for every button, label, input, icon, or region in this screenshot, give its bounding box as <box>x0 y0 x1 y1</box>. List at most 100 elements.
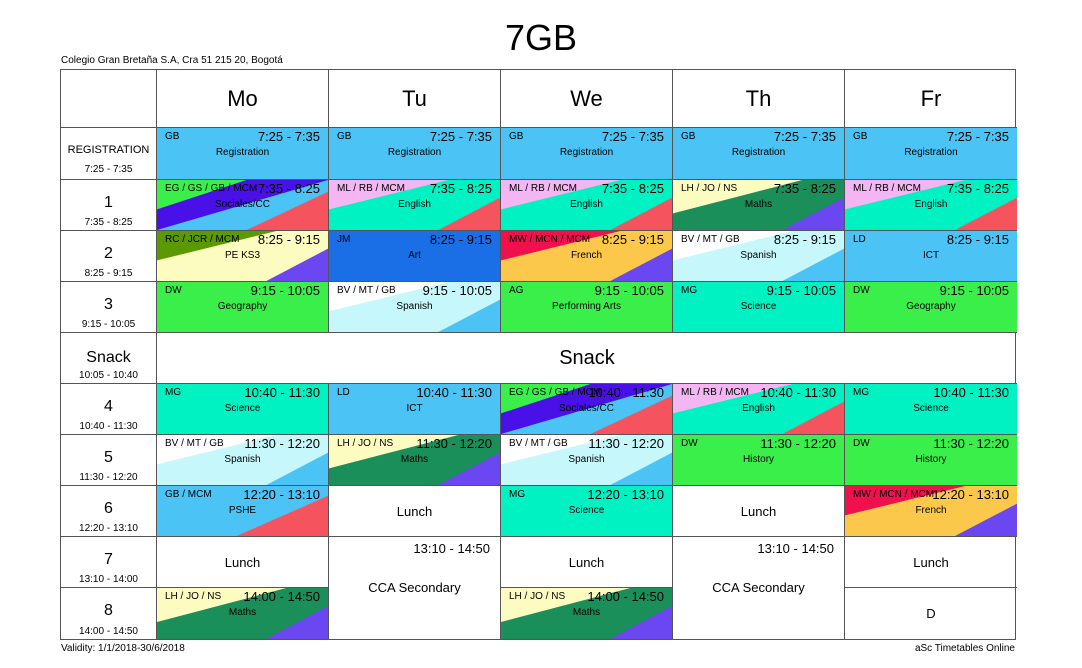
cca-cell[interactable]: 13:10 - 14:50 CCA Secondary <box>329 537 501 639</box>
diagonal-stripes <box>157 588 328 639</box>
lesson-teacher: ML / RB / MCM <box>853 183 921 194</box>
lesson-time: 8:25 - 9:15 <box>429 232 492 247</box>
cca-cell[interactable]: 13:10 - 14:50 CCA Secondary <box>673 537 845 639</box>
lesson-time: 10:40 - 11:30 <box>760 385 836 400</box>
lesson-cell[interactable]: MG 10:40 - 11:30 Science <box>845 384 1017 435</box>
lesson-time: 7:25 - 7:35 <box>257 129 320 144</box>
lesson-cell[interactable]: LH / JO / NS 7:35 - 8:25 Maths <box>673 180 845 231</box>
lesson-cell[interactable]: MG 10:40 - 11:30 Science <box>157 384 329 435</box>
lesson-time: 7:35 - 8:25 <box>601 181 664 196</box>
diagonal-stripes <box>501 435 672 485</box>
lesson-teacher: BV / MT / GB <box>681 234 740 245</box>
lesson-time: 9:15 - 10:05 <box>250 283 320 298</box>
lesson-time: 10:40 - 11:30 <box>933 385 1009 400</box>
lesson-time: 8:25 - 9:15 <box>773 232 836 247</box>
diagonal-stripes <box>501 588 672 639</box>
lesson-cell[interactable]: AG 9:15 - 10:05 Performing Arts <box>501 282 673 333</box>
lesson-teacher: MG <box>165 387 182 398</box>
lesson-cell[interactable]: BV / MT / GB 9:15 - 10:05 Spanish <box>329 282 501 333</box>
other-cell: D <box>926 606 936 621</box>
lesson-cell[interactable]: DW 11:30 - 12:20 History <box>845 435 1017 486</box>
lesson-teacher: ML / RB / MCM <box>681 387 749 398</box>
lesson-cell[interactable]: LH / JO / NS 11:30 - 12:20 Maths <box>329 435 501 486</box>
snack-band: Snack <box>157 333 1017 384</box>
lesson-cell[interactable]: LH / JO / NS 14:00 - 14:50 Maths <box>157 588 329 639</box>
period-number: 3 <box>104 296 113 313</box>
lesson-subject: Registration <box>387 147 442 158</box>
lesson-cell[interactable]: LD 10:40 - 11:30 ICT <box>329 384 501 435</box>
lesson-subject: Geography <box>906 301 956 312</box>
lesson-time: 7:25 - 7:35 <box>946 129 1009 144</box>
period-time: 8:25 - 9:15 <box>84 268 133 279</box>
lesson-cell[interactable]: DW 9:15 - 10:05 Geography <box>845 282 1017 333</box>
lesson-cell[interactable]: EG / GS / GB / MCM 10:40 - 11:30 Sociale… <box>501 384 673 435</box>
lesson-cell[interactable]: BV / MT / GB 11:30 - 12:20 Spanish <box>501 435 673 486</box>
lesson-teacher: ML / RB / MCM <box>337 183 405 194</box>
diagonal-stripes <box>157 180 328 230</box>
diagonal-stripes <box>329 282 500 332</box>
lesson-cell[interactable]: BV / MT / GB 8:25 - 9:15 Spanish <box>673 231 845 282</box>
lesson-time: 13:10 - 14:50 <box>757 541 834 556</box>
lesson-time: 7:35 - 8:25 <box>946 181 1009 196</box>
period-number: 8 <box>104 602 113 619</box>
lesson-teacher: LH / JO / NS <box>337 438 394 449</box>
lesson-cell[interactable]: MG 9:15 - 10:05 Science <box>673 282 845 333</box>
lesson-cell[interactable]: DW 9:15 - 10:05 Geography <box>157 282 329 333</box>
lesson-subject: Sociales/CC <box>214 199 271 210</box>
lesson-subject: Spanish <box>224 454 261 465</box>
lesson-teacher: LH / JO / NS <box>509 591 566 602</box>
lesson-teacher: MG <box>681 285 698 296</box>
lesson-cell[interactable]: GB 7:25 - 7:35 Registration <box>673 128 845 180</box>
lesson-cell[interactable]: BV / MT / GB 11:30 - 12:20 Spanish <box>157 435 329 486</box>
lesson-cell[interactable]: GB 7:25 - 7:35 Registration <box>157 128 329 180</box>
lesson-subject: Science <box>740 301 777 312</box>
lesson-subject: English <box>742 403 775 414</box>
lesson-teacher: DW <box>853 438 870 449</box>
lesson-cell[interactable]: RC / JCR / MCM 8:25 - 9:15 PE KS3 <box>157 231 329 282</box>
lesson-subject: Registration <box>731 147 786 158</box>
lesson-cell[interactable]: ML / RB / MCM 7:35 - 8:25 English <box>329 180 501 231</box>
lunch-cell: Lunch <box>501 537 673 588</box>
lesson-cell[interactable]: JM 8:25 - 9:15 Art <box>329 231 501 282</box>
lesson-teacher: MW / MCN / MCM <box>509 234 591 245</box>
lesson-teacher: GB <box>337 131 352 142</box>
lesson-time: 12:20 - 13:10 <box>932 487 1009 502</box>
lesson-teacher: JM <box>337 234 351 245</box>
corner-cell <box>61 70 157 128</box>
lesson-subject: Art <box>408 250 421 261</box>
lesson-cell[interactable]: ML / RB / MCM 7:35 - 8:25 English <box>501 180 673 231</box>
lesson-cell[interactable]: ML / RB / MCM 7:35 - 8:25 English <box>845 180 1017 231</box>
diagonal-stripes <box>236 495 328 536</box>
lesson-subject: Geography <box>217 301 268 312</box>
period-number: 5 <box>104 449 113 466</box>
lesson-subject: Spanish <box>396 301 433 312</box>
lesson-cell[interactable]: MW / MCN / MCM 12:20 - 13:10 French <box>845 486 1017 537</box>
lesson-cell[interactable]: DW 11:30 - 12:20 History <box>673 435 845 486</box>
period-name: REGISTRATION <box>67 144 150 156</box>
lesson-cell[interactable]: LH / JO / NS 14:00 - 14:50 Maths <box>501 588 673 639</box>
period-name: Snack <box>86 349 131 366</box>
lesson-cell[interactable]: GB 7:25 - 7:35 Registration <box>329 128 501 180</box>
lesson-time: 7:25 - 7:35 <box>429 129 492 144</box>
period-header-snack: Snack 10:05 - 10:40 <box>61 333 157 384</box>
lesson-cell[interactable]: LD 8:25 - 9:15 ICT <box>845 231 1017 282</box>
lesson-teacher: RC / JCR / MCM <box>165 234 240 245</box>
lunch-cell: Lunch <box>845 537 1017 588</box>
diagonal-stripes <box>157 231 328 281</box>
lesson-cell[interactable]: ML / RB / MCM 10:40 - 11:30 English <box>673 384 845 435</box>
lesson-cell[interactable]: GB 7:25 - 7:35 Registration <box>501 128 673 180</box>
lesson-time: 13:10 - 14:50 <box>413 541 490 556</box>
lesson-cell[interactable]: GB / MCM 12:20 - 13:10 PSHE <box>157 486 329 537</box>
lesson-time: 7:35 - 8:25 <box>429 181 492 196</box>
lesson-cell[interactable]: GB 7:25 - 7:35 Registration <box>845 128 1017 180</box>
lesson-subject: Maths <box>400 454 429 465</box>
period-header-6: 6 12:20 - 13:10 <box>61 486 157 537</box>
lesson-subject: PSHE <box>228 505 257 516</box>
lesson-subject: English <box>398 199 431 210</box>
lesson-cell[interactable]: EG / GS / GB / MCM 7:35 - 8:25 Sociales/… <box>157 180 329 231</box>
period-time: 10:40 - 11:30 <box>79 421 138 432</box>
lesson-cell[interactable]: MW / MCN / MCM 8:25 - 9:15 French <box>501 231 673 282</box>
period-number: 2 <box>104 245 113 262</box>
lesson-cell[interactable]: MG 12:20 - 13:10 Science <box>501 486 673 537</box>
lesson-teacher: DW <box>853 285 870 296</box>
